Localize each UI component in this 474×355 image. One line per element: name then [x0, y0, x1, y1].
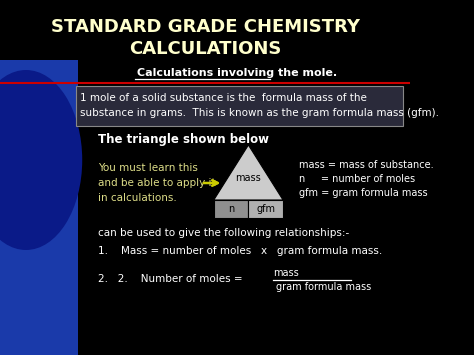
Ellipse shape — [0, 70, 82, 250]
Text: substance in grams.  This is known as the gram formula mass (gfm).: substance in grams. This is known as the… — [81, 108, 439, 118]
Text: mass: mass — [273, 268, 299, 278]
Text: gfm = gram formula mass: gfm = gram formula mass — [299, 188, 427, 198]
Text: The triangle shown below: The triangle shown below — [98, 133, 269, 146]
Text: 1.    Mass = number of moles   x   gram formula mass.: 1. Mass = number of moles x gram formula… — [98, 246, 382, 256]
Polygon shape — [214, 145, 283, 200]
Text: Calculations involving the mole.: Calculations involving the mole. — [137, 68, 337, 78]
Text: gram formula mass: gram formula mass — [276, 282, 371, 292]
Text: n     = number of moles: n = number of moles — [299, 174, 415, 184]
Text: You must learn this: You must learn this — [98, 163, 198, 173]
FancyBboxPatch shape — [76, 86, 403, 126]
Text: mass = mass of substance.: mass = mass of substance. — [299, 160, 433, 170]
Bar — [0, 60, 78, 355]
Polygon shape — [214, 200, 248, 218]
Text: and be able to apply it: and be able to apply it — [98, 178, 216, 188]
Polygon shape — [248, 200, 283, 218]
Text: 1 mole of a solid substance is the  formula mass of the: 1 mole of a solid substance is the formu… — [81, 93, 367, 103]
Text: CALCULATIONS: CALCULATIONS — [129, 40, 282, 58]
Text: 2.   2.    Number of moles =: 2. 2. Number of moles = — [98, 274, 242, 284]
Text: n: n — [228, 204, 234, 214]
Text: mass: mass — [236, 173, 261, 183]
Text: in calculations.: in calculations. — [98, 193, 176, 203]
Text: gfm: gfm — [256, 204, 275, 214]
Text: STANDARD GRADE CHEMISTRY: STANDARD GRADE CHEMISTRY — [51, 18, 360, 36]
Text: can be used to give the following relationships:-: can be used to give the following relati… — [98, 228, 349, 238]
